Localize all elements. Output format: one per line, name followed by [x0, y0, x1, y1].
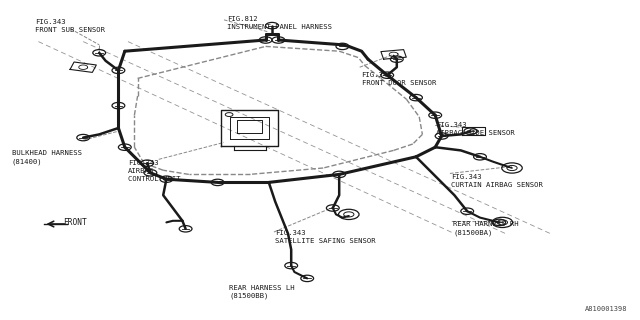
Text: FIG.343
AIRBAG SIDE SENSOR: FIG.343 AIRBAG SIDE SENSOR: [436, 122, 515, 136]
Text: FIG.343
FRONT DOOR SENSOR: FIG.343 FRONT DOOR SENSOR: [362, 72, 436, 86]
Text: FIG.343
FRONT SUB SENSOR: FIG.343 FRONT SUB SENSOR: [35, 19, 105, 33]
Text: REAR HARNESS LH
(81500BB): REAR HARNESS LH (81500BB): [229, 285, 295, 299]
Text: FIG.343
CURTAIN AIRBAG SENSOR: FIG.343 CURTAIN AIRBAG SENSOR: [451, 174, 543, 188]
Text: FIG.343
AIRBAG
CONTROL UNIT: FIG.343 AIRBAG CONTROL UNIT: [128, 160, 180, 182]
Text: REAR HARNESS RH
(81500BA): REAR HARNESS RH (81500BA): [453, 221, 519, 236]
Text: A810001398: A810001398: [585, 306, 627, 312]
Text: FIG.343
SATELLITE SAFING SENSOR: FIG.343 SATELLITE SAFING SENSOR: [275, 230, 376, 244]
Text: FIG.812
INSTRUMENT PANEL HARNESS: FIG.812 INSTRUMENT PANEL HARNESS: [227, 16, 332, 30]
Text: FRONT: FRONT: [63, 218, 86, 227]
Text: BULKHEAD HARNESS
(81400): BULKHEAD HARNESS (81400): [12, 150, 81, 165]
